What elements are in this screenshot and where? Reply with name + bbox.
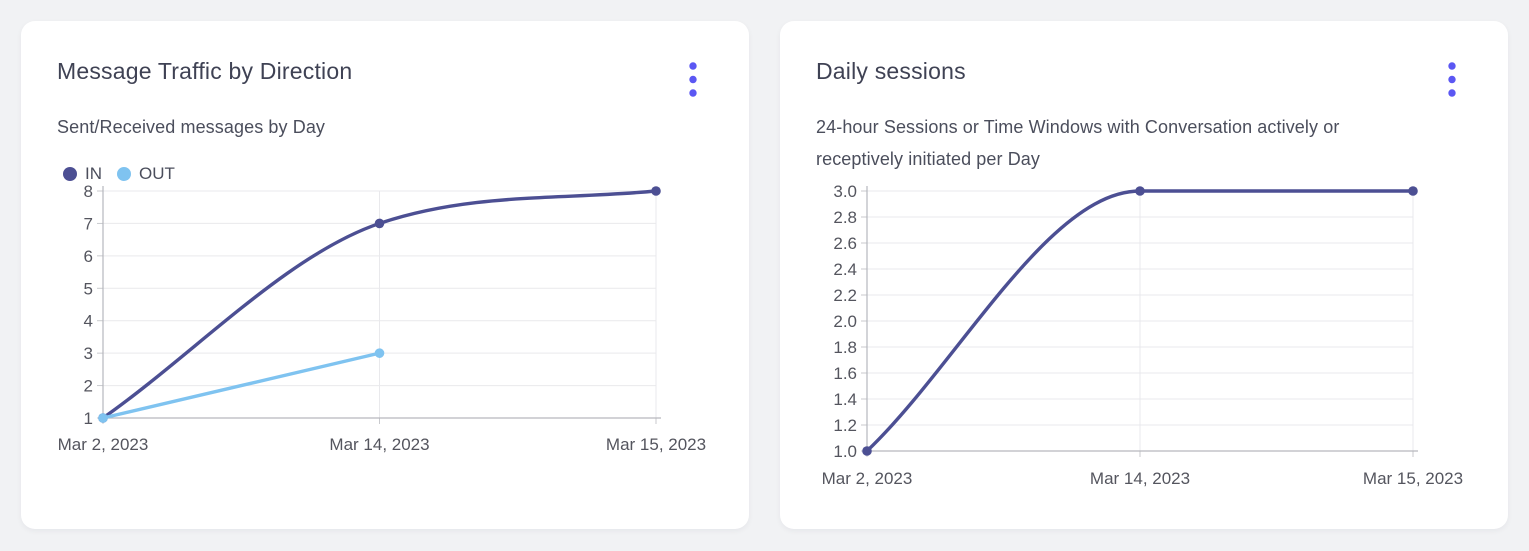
data-point[interactable] xyxy=(862,446,872,456)
chart-legend: IN OUT xyxy=(63,164,175,184)
y-axis-label: 5 xyxy=(84,279,93,298)
legend-color-dot-icon xyxy=(117,167,131,181)
card-title: Message Traffic by Direction xyxy=(57,58,353,84)
y-axis-label: 1.4 xyxy=(833,390,857,409)
y-axis-label: 1.8 xyxy=(833,338,857,357)
card-menu-button[interactable] xyxy=(1438,55,1466,99)
data-point[interactable] xyxy=(651,186,661,196)
y-axis-label: 1.6 xyxy=(833,364,857,383)
legend-item[interactable]: IN xyxy=(63,164,102,184)
series-line-out xyxy=(101,351,382,420)
y-axis-label: 8 xyxy=(84,182,93,201)
y-axis-label: 2.2 xyxy=(833,286,857,305)
y-axis-label: 2.6 xyxy=(833,234,857,253)
message-traffic-line-chart: 1 2 3 4 5 6 7 8 Mar 2, 2023 Mar 14, 2023 Mar 15, 2… xyxy=(58,182,706,454)
y-axis-label: 2.8 xyxy=(833,208,857,227)
x-axis-label: Mar 15, 2023 xyxy=(1363,469,1463,488)
data-point[interactable] xyxy=(1135,186,1145,196)
legend-color-dot-icon xyxy=(63,167,77,181)
legend-label: OUT xyxy=(139,164,175,183)
card-title: Daily sessions xyxy=(816,58,966,84)
daily-sessions-line-chart: 1.0 1.2 1.4 1.6 1.8 2.0 2.2 2.4 2.6 2.8 3.0 Mar 2, … xyxy=(822,182,1463,488)
message-traffic-card: Message Traffic by Direction Sent/Receiv… xyxy=(21,21,749,529)
y-axis-label: 1.2 xyxy=(833,416,857,435)
series-line-daily-sessions xyxy=(865,189,1415,453)
x-axis-label: Mar 14, 2023 xyxy=(1090,469,1190,488)
y-axis-label: 2.0 xyxy=(833,312,857,331)
card-menu-button[interactable] xyxy=(679,55,707,99)
card-subtitle: 24-hour Sessions or Time Windows with Co… xyxy=(816,117,1340,169)
y-axis-label: 1.0 xyxy=(833,442,857,461)
y-axis-label: 2.4 xyxy=(833,260,857,279)
x-axis-label: Mar 2, 2023 xyxy=(822,469,913,488)
legend-label: IN xyxy=(85,164,102,183)
x-axis-label: Mar 2, 2023 xyxy=(58,435,149,454)
data-point[interactable] xyxy=(374,348,385,358)
card-subtitle: Sent/Received messages by Day xyxy=(57,117,326,137)
x-axis-label: Mar 14, 2023 xyxy=(329,435,429,454)
y-axis-label: 2 xyxy=(84,377,93,396)
daily-sessions-card: Daily sessions 24-hour Sessions or Time … xyxy=(780,21,1508,529)
data-point[interactable] xyxy=(98,413,108,423)
y-axis-label: 1 xyxy=(84,409,93,428)
data-point[interactable] xyxy=(374,218,385,229)
y-axis-label: 7 xyxy=(84,214,93,233)
data-point[interactable] xyxy=(1408,186,1418,196)
legend-item[interactable]: OUT xyxy=(117,164,175,184)
x-axis-label: Mar 15, 2023 xyxy=(606,435,706,454)
y-axis-label: 6 xyxy=(84,247,93,266)
y-axis-label: 3 xyxy=(84,344,93,363)
kebab-menu-icon xyxy=(1448,62,1456,97)
kebab-menu-icon xyxy=(689,62,697,97)
y-axis-label: 4 xyxy=(84,312,93,331)
y-axis-label: 3.0 xyxy=(833,182,857,201)
